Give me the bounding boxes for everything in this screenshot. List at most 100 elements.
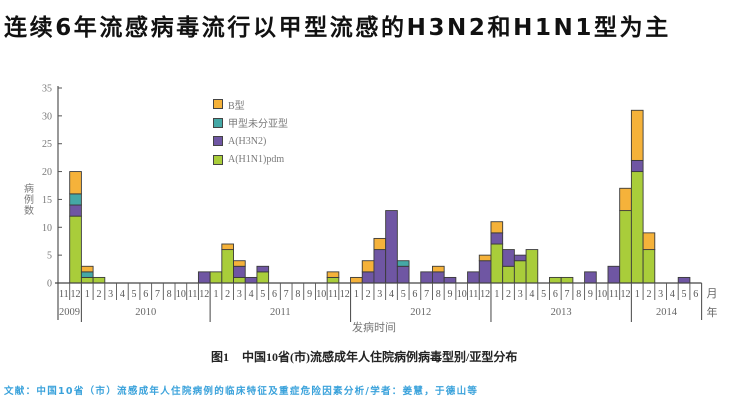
legend-label: A(H1N1)pdm (228, 154, 285, 166)
x-month-label: 4 (389, 289, 394, 300)
bar-segment (513, 260, 527, 284)
chart-legend: B型 甲型未分亚型 A(H3N2) A(H1N1)pdm (213, 95, 288, 169)
bar-segment (92, 276, 106, 284)
bar-segment (80, 265, 94, 273)
bar-segment (432, 271, 445, 284)
legend-label: A(H3N2) (228, 135, 267, 147)
x-month-label: 2 (225, 289, 230, 300)
bar-segment (69, 193, 82, 206)
x-unit-year-label: 年 (707, 305, 718, 319)
bar-segment (326, 276, 340, 284)
x-month-label: 1 (354, 289, 359, 300)
x-month-label: 6 (553, 289, 558, 300)
legend-swatch-icon (213, 117, 223, 128)
x-month-label: 11 (609, 289, 619, 300)
bar-segment (467, 271, 480, 284)
x-month-label: 2 (366, 289, 371, 300)
x-month-label: 12 (480, 289, 490, 300)
bar-segment (525, 249, 539, 284)
x-month-label: 12 (199, 289, 209, 300)
bar-segment (513, 254, 527, 262)
bar-segment (69, 204, 82, 217)
bar-segment (221, 243, 234, 251)
legend-swatch-icon (213, 99, 223, 110)
bar-segment (490, 232, 504, 245)
x-year-label: 2012 (410, 307, 431, 318)
x-month-label: 9 (588, 289, 593, 300)
bar-segment (619, 187, 632, 212)
y-tick-label: 25 (42, 139, 52, 150)
legend-swatch-icon (213, 136, 223, 147)
bar-segment (607, 265, 621, 284)
bar-segment (385, 210, 398, 284)
bar-segment (209, 271, 223, 284)
x-year-label: 2011 (270, 307, 291, 318)
y-tick-label: 5 (47, 251, 52, 262)
x-month-label: 11 (188, 289, 198, 300)
x-month-label: 9 (448, 289, 453, 300)
x-month-label: 3 (108, 289, 113, 300)
x-month-label: 12 (71, 289, 81, 300)
x-year-label: 2013 (551, 307, 572, 318)
bar-segment (432, 265, 445, 273)
bar-segment (361, 271, 375, 284)
y-tick-label: 20 (42, 167, 52, 178)
bar-segment (350, 276, 363, 284)
x-month-label: 1 (494, 289, 499, 300)
legend-item-b: B型 (213, 95, 288, 114)
x-month-label: 2 (96, 289, 101, 300)
x-year-label: 2014 (656, 307, 678, 318)
bar-segment (478, 260, 492, 284)
bar-segment (221, 249, 234, 284)
bar-segment (256, 271, 270, 284)
legend-item-h1n1pdm: A(H1N1)pdm (213, 151, 288, 170)
x-month-label: 1 (213, 289, 218, 300)
x-month-label: 11 (328, 289, 338, 300)
x-month-label: 8 (576, 289, 581, 300)
bar-segment (256, 265, 270, 273)
x-month-label: 4 (249, 289, 254, 300)
x-month-label: 8 (295, 289, 300, 300)
x-month-label: 10 (176, 289, 186, 300)
legend-swatch-icon (213, 154, 223, 165)
bar-segment (630, 171, 644, 284)
x-year-label: 2010 (135, 307, 156, 318)
x-month-label: 4 (120, 289, 125, 300)
x-axis-title: 发病时间 (352, 320, 396, 334)
x-month-label: 5 (401, 289, 406, 300)
y-tick-label: 10 (42, 223, 52, 234)
x-month-label: 9 (307, 289, 312, 300)
bar-segment (69, 171, 82, 195)
bar-segment (233, 276, 246, 284)
y-axis-title: 病 (24, 182, 34, 195)
x-month-label: 5 (132, 289, 137, 300)
x-month-label: 10 (457, 289, 467, 300)
bar-segment (244, 276, 258, 284)
x-month-label: 3 (518, 289, 523, 300)
bar-segment (80, 271, 94, 278)
x-month-label: 11 (469, 289, 479, 300)
bar-segment (619, 210, 632, 284)
bar-segment (630, 109, 644, 161)
bar-segment (373, 237, 387, 251)
x-year-label: 2009 (59, 307, 80, 318)
bar-segment (80, 276, 94, 284)
y-tick-label: 30 (42, 111, 52, 122)
bar-segment (478, 254, 492, 262)
y-tick-label: 15 (42, 195, 52, 206)
x-month-label: 5 (260, 289, 265, 300)
page-title: 连续6年流感病毒流行以甲型流感的H3N2和H1N1型为主 (4, 15, 671, 41)
bar-segment (584, 271, 597, 284)
x-month-label: 3 (237, 289, 242, 300)
y-axis-title: 数 (24, 204, 34, 217)
source-citation: 文献：中国10省（市）流感成年人住院病例的临床特征及重症危险因素分析/学者：姜慧… (4, 386, 479, 397)
x-month-label: 1 (85, 289, 90, 300)
bar-segment (642, 232, 656, 251)
x-month-label: 12 (621, 289, 631, 300)
x-month-label: 7 (565, 289, 570, 300)
figure-caption-text: 中国10省(市)流感成年人住院病例病毒型别/亚型分布 (242, 350, 518, 364)
bar-segment (197, 271, 211, 284)
legend-item-a-unsubtyped: 甲型未分亚型 (213, 114, 288, 133)
